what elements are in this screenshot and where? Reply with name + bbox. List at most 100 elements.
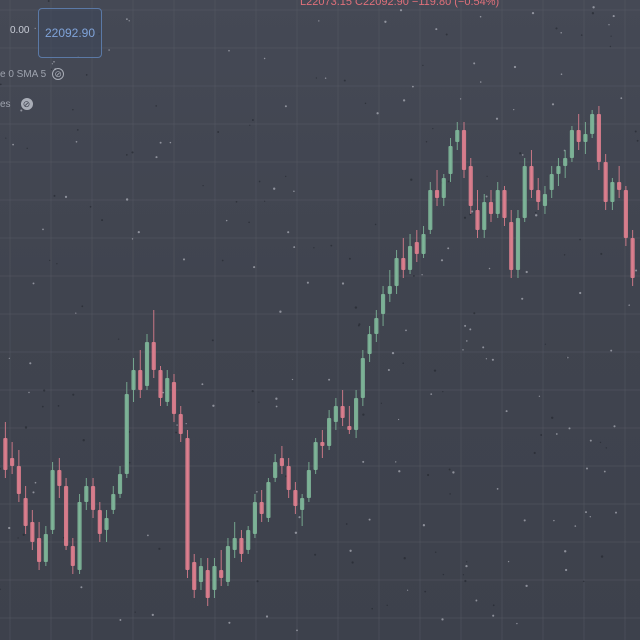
candle-down	[138, 350, 143, 398]
candle-body	[225, 546, 231, 582]
texture-speck	[101, 219, 104, 222]
texture-speck	[459, 98, 462, 100]
candle-body	[246, 530, 251, 550]
texture-speck	[610, 349, 613, 352]
candle-body	[10, 458, 15, 466]
texture-speck	[108, 49, 110, 51]
texture-speck	[544, 343, 547, 345]
texture-speck	[620, 97, 623, 100]
candle-up	[246, 526, 251, 554]
texture-speck	[586, 467, 588, 470]
candle-up	[266, 478, 271, 522]
candle-body	[448, 146, 453, 174]
texture-speck	[315, 77, 318, 79]
candle-up	[441, 174, 446, 206]
texture-speck	[384, 20, 387, 23]
texture-speck	[251, 390, 254, 393]
candle-up	[300, 494, 305, 526]
texture-speck	[279, 310, 282, 313]
candle-body	[603, 162, 608, 202]
candle-body	[502, 190, 507, 218]
texture-speck	[128, 20, 130, 22]
texture-speck	[580, 34, 583, 36]
candle-body	[482, 202, 487, 230]
candle-body	[259, 502, 264, 514]
candle-down	[347, 406, 352, 434]
texture-speck	[50, 68, 53, 70]
texture-speck	[491, 358, 494, 361]
texture-speck	[387, 368, 390, 372]
texture-speck	[579, 238, 581, 241]
texture-speck	[613, 425, 616, 428]
candle-up	[354, 390, 359, 438]
texture-speck	[275, 397, 278, 400]
texture-speck	[465, 564, 468, 568]
indicator-legend-sma[interactable]: e 0 SMA 5 ⊘	[0, 68, 65, 80]
texture-speck	[466, 340, 468, 342]
texture-speck	[12, 143, 14, 146]
texture-speck	[519, 152, 522, 155]
texture-speck	[603, 470, 606, 473]
texture-speck	[535, 214, 538, 217]
texture-speck	[343, 79, 346, 82]
candle-body	[30, 522, 35, 542]
texture-speck	[563, 254, 566, 256]
texture-speck	[8, 357, 10, 359]
texture-speck	[376, 112, 379, 115]
texture-speck	[75, 140, 78, 143]
candle-body	[219, 570, 224, 578]
texture-speck	[391, 351, 395, 355]
texture-speck	[26, 147, 28, 150]
candle-body	[333, 406, 338, 422]
candle-down	[23, 486, 28, 534]
candle-body	[630, 238, 635, 278]
texture-speck	[53, 194, 56, 197]
candle-body	[556, 166, 561, 174]
candle-up	[360, 350, 365, 406]
candle-down	[461, 122, 467, 178]
texture-speck	[555, 27, 558, 30]
hide-indicator-icon[interactable]: ⊘	[20, 98, 33, 110]
texture-speck	[32, 282, 35, 285]
hide-indicator-icon[interactable]: ⊘	[52, 68, 65, 80]
texture-speck	[600, 252, 603, 255]
candle-down	[30, 510, 35, 550]
indicator-legend-secondary[interactable]: es ⊘	[0, 98, 33, 110]
texture-speck	[47, 0, 50, 2]
texture-speck	[17, 537, 19, 539]
texture-speck	[551, 416, 554, 419]
texture-speck	[441, 618, 444, 621]
texture-speck	[540, 434, 543, 436]
texture-speck	[324, 77, 327, 79]
texture-speck	[395, 461, 397, 463]
texture-speck	[600, 555, 604, 558]
candle-down	[90, 478, 96, 518]
candle-up	[549, 166, 554, 198]
texture-speck	[560, 73, 563, 75]
texture-speck	[568, 427, 571, 430]
texture-speck	[464, 579, 467, 583]
candle-down	[509, 210, 514, 278]
candle-body	[252, 502, 258, 534]
texture-speck	[328, 378, 331, 381]
candle-body	[306, 470, 311, 498]
texture-speck	[523, 519, 526, 522]
candle-down	[185, 430, 190, 578]
texture-speck	[265, 615, 269, 618]
texture-speck	[589, 516, 591, 518]
candle-body	[124, 394, 129, 474]
texture-speck	[463, 216, 467, 219]
texture-speck	[412, 274, 415, 277]
candle-body	[212, 566, 217, 590]
texture-speck	[42, 228, 44, 231]
texture-speck	[442, 573, 445, 576]
texture-speck	[432, 128, 434, 130]
candle-body	[144, 342, 150, 386]
candle-body	[367, 334, 372, 354]
current-price-label[interactable]: 22092.90	[38, 8, 102, 58]
candle-body	[401, 258, 406, 270]
texture-speck	[318, 20, 320, 22]
texture-speck	[89, 205, 92, 208]
